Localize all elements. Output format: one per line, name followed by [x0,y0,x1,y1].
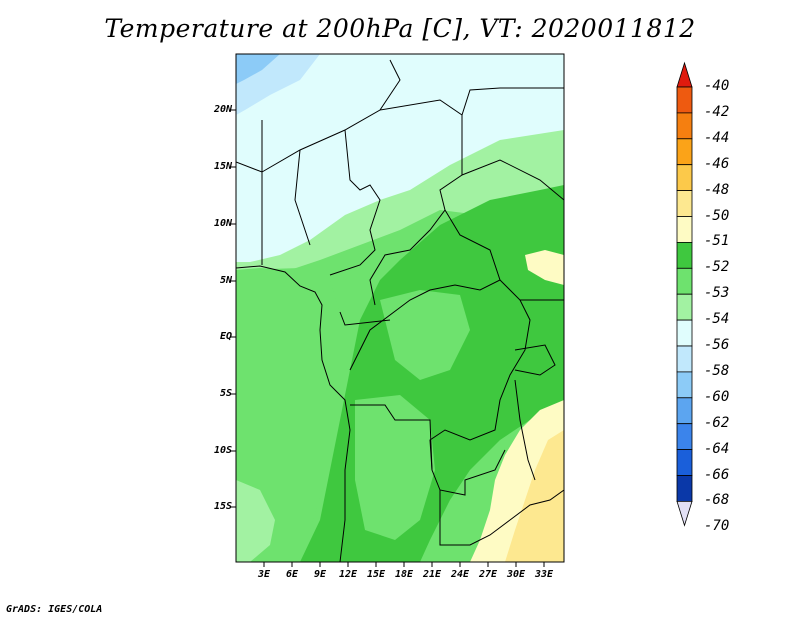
lon-label: 27E [478,569,498,580]
legend-label: -46 [704,155,730,172]
legend-label: -70 [704,518,730,535]
legend-label: -42 [704,103,730,120]
legend-swatch [676,86,693,114]
legend-swatch [676,371,693,399]
legend-label: -62 [704,414,730,431]
legend-label: -58 [704,362,730,379]
lat-label: 10N [213,218,232,229]
footer-credit: GrADS: IGES/COLA [6,604,103,615]
axis-ticks [231,109,545,567]
legend-swatch [676,397,693,425]
lat-label: 20N [213,104,232,115]
legend-swatch [676,475,693,502]
legend-label: -68 [704,492,730,509]
legend-top-arrow [676,61,693,88]
legend-label: -52 [704,259,730,276]
lat-label: 5S [219,388,232,399]
lat-label: EQ [219,331,232,342]
legend-swatch [676,319,693,347]
lon-label: 3E [257,569,271,580]
legend-label: -54 [704,311,730,328]
legend-label: -64 [704,440,730,457]
legend-swatch [676,267,693,295]
legend-label: -51 [704,233,730,250]
legend-bottom-arrow [676,501,693,527]
lon-label: 15E [366,569,386,580]
legend-label: -66 [704,466,730,483]
legend-label: -48 [704,181,730,198]
map-frame [235,53,565,563]
legend-label: -53 [704,285,730,302]
legend-swatch [676,345,693,373]
legend-label: -50 [704,207,730,224]
lat-label: 5N [219,275,232,286]
map-title: Temperature at 200hPa [C], VT: 202001181… [104,14,696,43]
legend-swatch [676,293,693,321]
lon-label: 9E [313,569,327,580]
lon-label: 12E [338,569,358,580]
legend-label: -60 [704,388,730,405]
legend-swatch [676,138,693,166]
legend-swatch [676,190,693,217]
lon-label: 30E [506,569,526,580]
country-borders [236,59,564,562]
legend-swatch [676,449,693,476]
legend-swatch [676,216,693,243]
legend-swatch [676,241,693,269]
legend-swatch [676,112,693,140]
legend-swatch [676,164,693,191]
legend-label: -56 [704,337,730,353]
lat-label: 10S [213,445,232,456]
lat-label: 15N [213,161,232,172]
legend-label: -44 [704,129,730,146]
lon-label: 6E [285,569,299,580]
lon-label: 24E [450,569,470,580]
legend-colorbar [676,61,693,527]
legend-swatch [676,423,693,451]
lon-label: 18E [394,569,414,580]
lon-label: 21E [422,569,442,580]
lat-label: 15S [213,501,232,512]
lon-label: 33E [534,569,554,580]
legend-label: -40 [704,78,730,94]
